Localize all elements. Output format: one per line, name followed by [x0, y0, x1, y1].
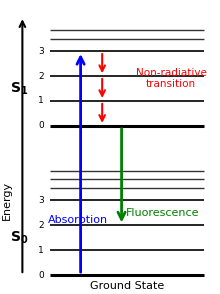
Text: Non-radiative
transition: Non-radiative transition [136, 68, 207, 89]
Text: Fluorescence: Fluorescence [126, 208, 199, 218]
Text: 0: 0 [38, 270, 44, 280]
Text: 3: 3 [38, 47, 44, 56]
Text: Absorption: Absorption [48, 215, 108, 225]
Text: 2: 2 [38, 71, 44, 81]
Text: 2: 2 [38, 221, 44, 230]
Text: Ground State: Ground State [90, 281, 164, 291]
Text: Energy: Energy [2, 181, 12, 220]
Text: $\mathbf{S_1}$: $\mathbf{S_1}$ [10, 80, 28, 97]
Text: $\mathbf{S_0}$: $\mathbf{S_0}$ [10, 230, 28, 246]
Text: 0: 0 [38, 121, 44, 130]
Text: 3: 3 [38, 196, 44, 205]
Text: 1: 1 [38, 96, 44, 105]
Text: 1: 1 [38, 246, 44, 255]
